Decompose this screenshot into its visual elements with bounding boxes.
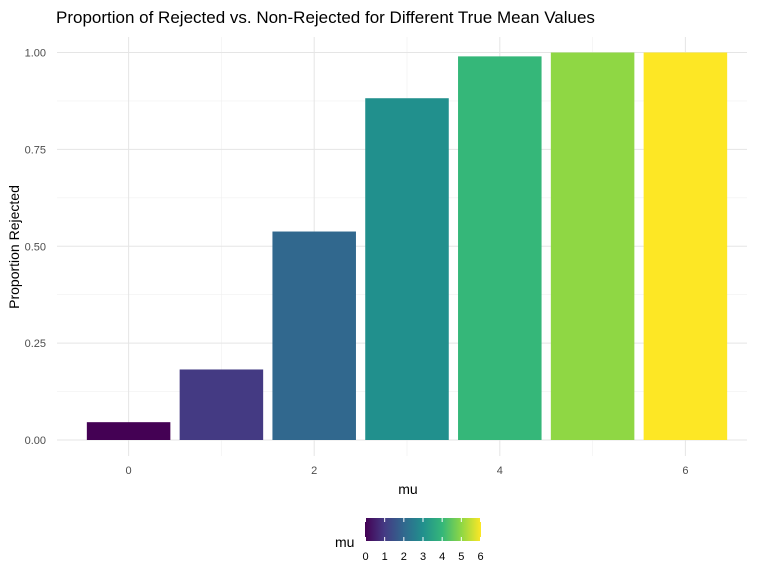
bars [86, 52, 728, 440]
y-axis-title: Proportion Rejected [6, 185, 22, 309]
bar [643, 52, 728, 440]
x-tick-label: 2 [311, 465, 317, 477]
bar [550, 52, 635, 440]
y-tick-label: 0.00 [25, 435, 46, 447]
y-axis-ticks: 0.00 0.25 0.50 0.75 1.00 [25, 48, 46, 448]
y-tick-label: 0.50 [25, 241, 46, 253]
legend-tick-label: 1 [382, 551, 388, 563]
legend-ticks: 0 1 2 3 4 5 6 [362, 518, 484, 563]
legend-tick-label: 5 [458, 551, 464, 563]
legend-tick-label: 3 [420, 551, 426, 563]
y-tick-label: 0.25 [25, 338, 46, 350]
x-axis-title: mu [398, 481, 417, 497]
chart-title: Proportion of Rejected vs. Non-Rejected … [56, 8, 595, 27]
bar [272, 231, 356, 440]
x-tick-label: 0 [126, 465, 132, 477]
bar [365, 98, 449, 440]
legend-tick-label: 6 [477, 551, 483, 563]
bar [458, 56, 542, 440]
x-tick-label: 6 [682, 465, 688, 477]
legend-colorbar [365, 518, 481, 541]
x-tick-label: 4 [497, 465, 503, 477]
x-axis-ticks: 0 2 4 6 [126, 465, 689, 477]
legend: mu 0 1 2 3 4 5 6 [335, 518, 484, 563]
y-tick-label: 1.00 [25, 48, 46, 60]
bar [179, 369, 264, 440]
bar [86, 422, 171, 440]
y-tick-label: 0.75 [25, 144, 46, 156]
legend-tick-label: 2 [401, 551, 407, 563]
legend-title: mu [335, 534, 354, 550]
legend-tick-label: 4 [439, 551, 445, 563]
legend-tick-label: 0 [362, 551, 368, 563]
